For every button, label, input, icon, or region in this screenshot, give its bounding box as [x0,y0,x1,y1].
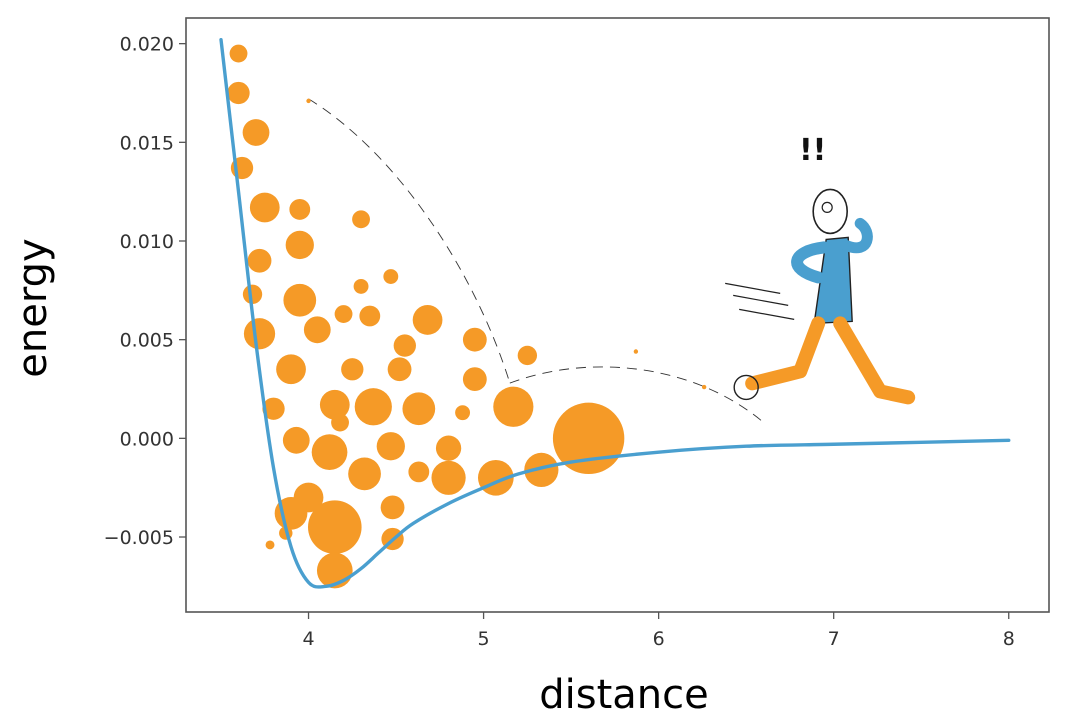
series-group [219,38,1011,589]
person-left-arm [791,241,831,284]
bubble [354,388,392,426]
y-tick-label: 0.015 [120,132,174,154]
trail-dot [306,98,311,104]
person-shirt [813,236,853,325]
x-tick-label: 4 [302,628,314,650]
y-axis-title: energy [10,238,56,377]
bubble [462,327,487,352]
bubble [247,248,272,273]
bubble [308,500,362,554]
bubble [352,210,370,229]
bubble [387,357,412,382]
bubble [408,461,430,483]
speed-line [733,294,789,306]
bubble [289,199,311,220]
person-front-leg [833,316,916,405]
bubble [462,367,487,392]
bubble [243,318,276,350]
trail-dot [633,349,639,354]
bubble [431,460,466,495]
speed-line [725,282,781,294]
bubble [276,354,306,385]
bubble [227,81,250,105]
x-axis: 4 5 6 7 8 [302,612,1015,650]
person-glasses [821,201,833,213]
bubble [331,413,349,432]
y-tick-label: 0.020 [120,34,174,56]
person-shoe [733,374,759,401]
y-tick-label: 0.005 [120,330,174,352]
bubble [380,495,405,520]
y-axis: −0.005 0.000 0.005 0.010 0.015 0.020 [104,34,186,549]
bubble [517,345,538,366]
motion-trail [308,98,511,384]
y-tick-label: −0.005 [104,527,174,549]
x-tick-label: 8 [1003,628,1015,650]
bubble [229,44,248,63]
x-tick-label: 7 [828,628,840,650]
bubble [383,269,399,284]
person-right-arm [840,217,873,254]
bubble [265,540,275,550]
running-person-illustration [725,188,916,405]
bubble [334,305,353,323]
trail-dot [701,384,707,390]
bubble [359,305,381,327]
motion-trails [306,98,764,423]
bubble [455,405,471,421]
bubble [249,192,280,223]
x-tick-label: 6 [653,628,665,650]
x-tick-label: 5 [478,628,490,650]
bubble [393,334,416,357]
bubble [303,316,331,344]
y-tick-label: 0.000 [120,428,174,450]
bubble [285,230,314,260]
bubble [242,119,270,146]
bubble [242,284,263,304]
bubble [283,283,317,317]
bubble [282,426,310,454]
y-tick-label: 0.010 [120,231,174,253]
bubble [524,452,559,488]
bubble [435,435,462,461]
bubble [412,305,443,335]
annotations: !! [799,133,826,168]
exclamation-annotation: !! [799,133,826,168]
bubble [353,278,369,294]
bubble [319,389,350,420]
series-line [219,38,1011,589]
speed-line [739,308,795,320]
bubble [493,386,534,427]
bubble [402,392,436,426]
person-back-leg [745,316,826,391]
bubble [262,397,285,420]
bubble [311,434,348,471]
x-axis-title: distance [539,672,709,718]
bubble [341,358,364,381]
bubble [348,457,381,491]
bubble [376,432,405,461]
